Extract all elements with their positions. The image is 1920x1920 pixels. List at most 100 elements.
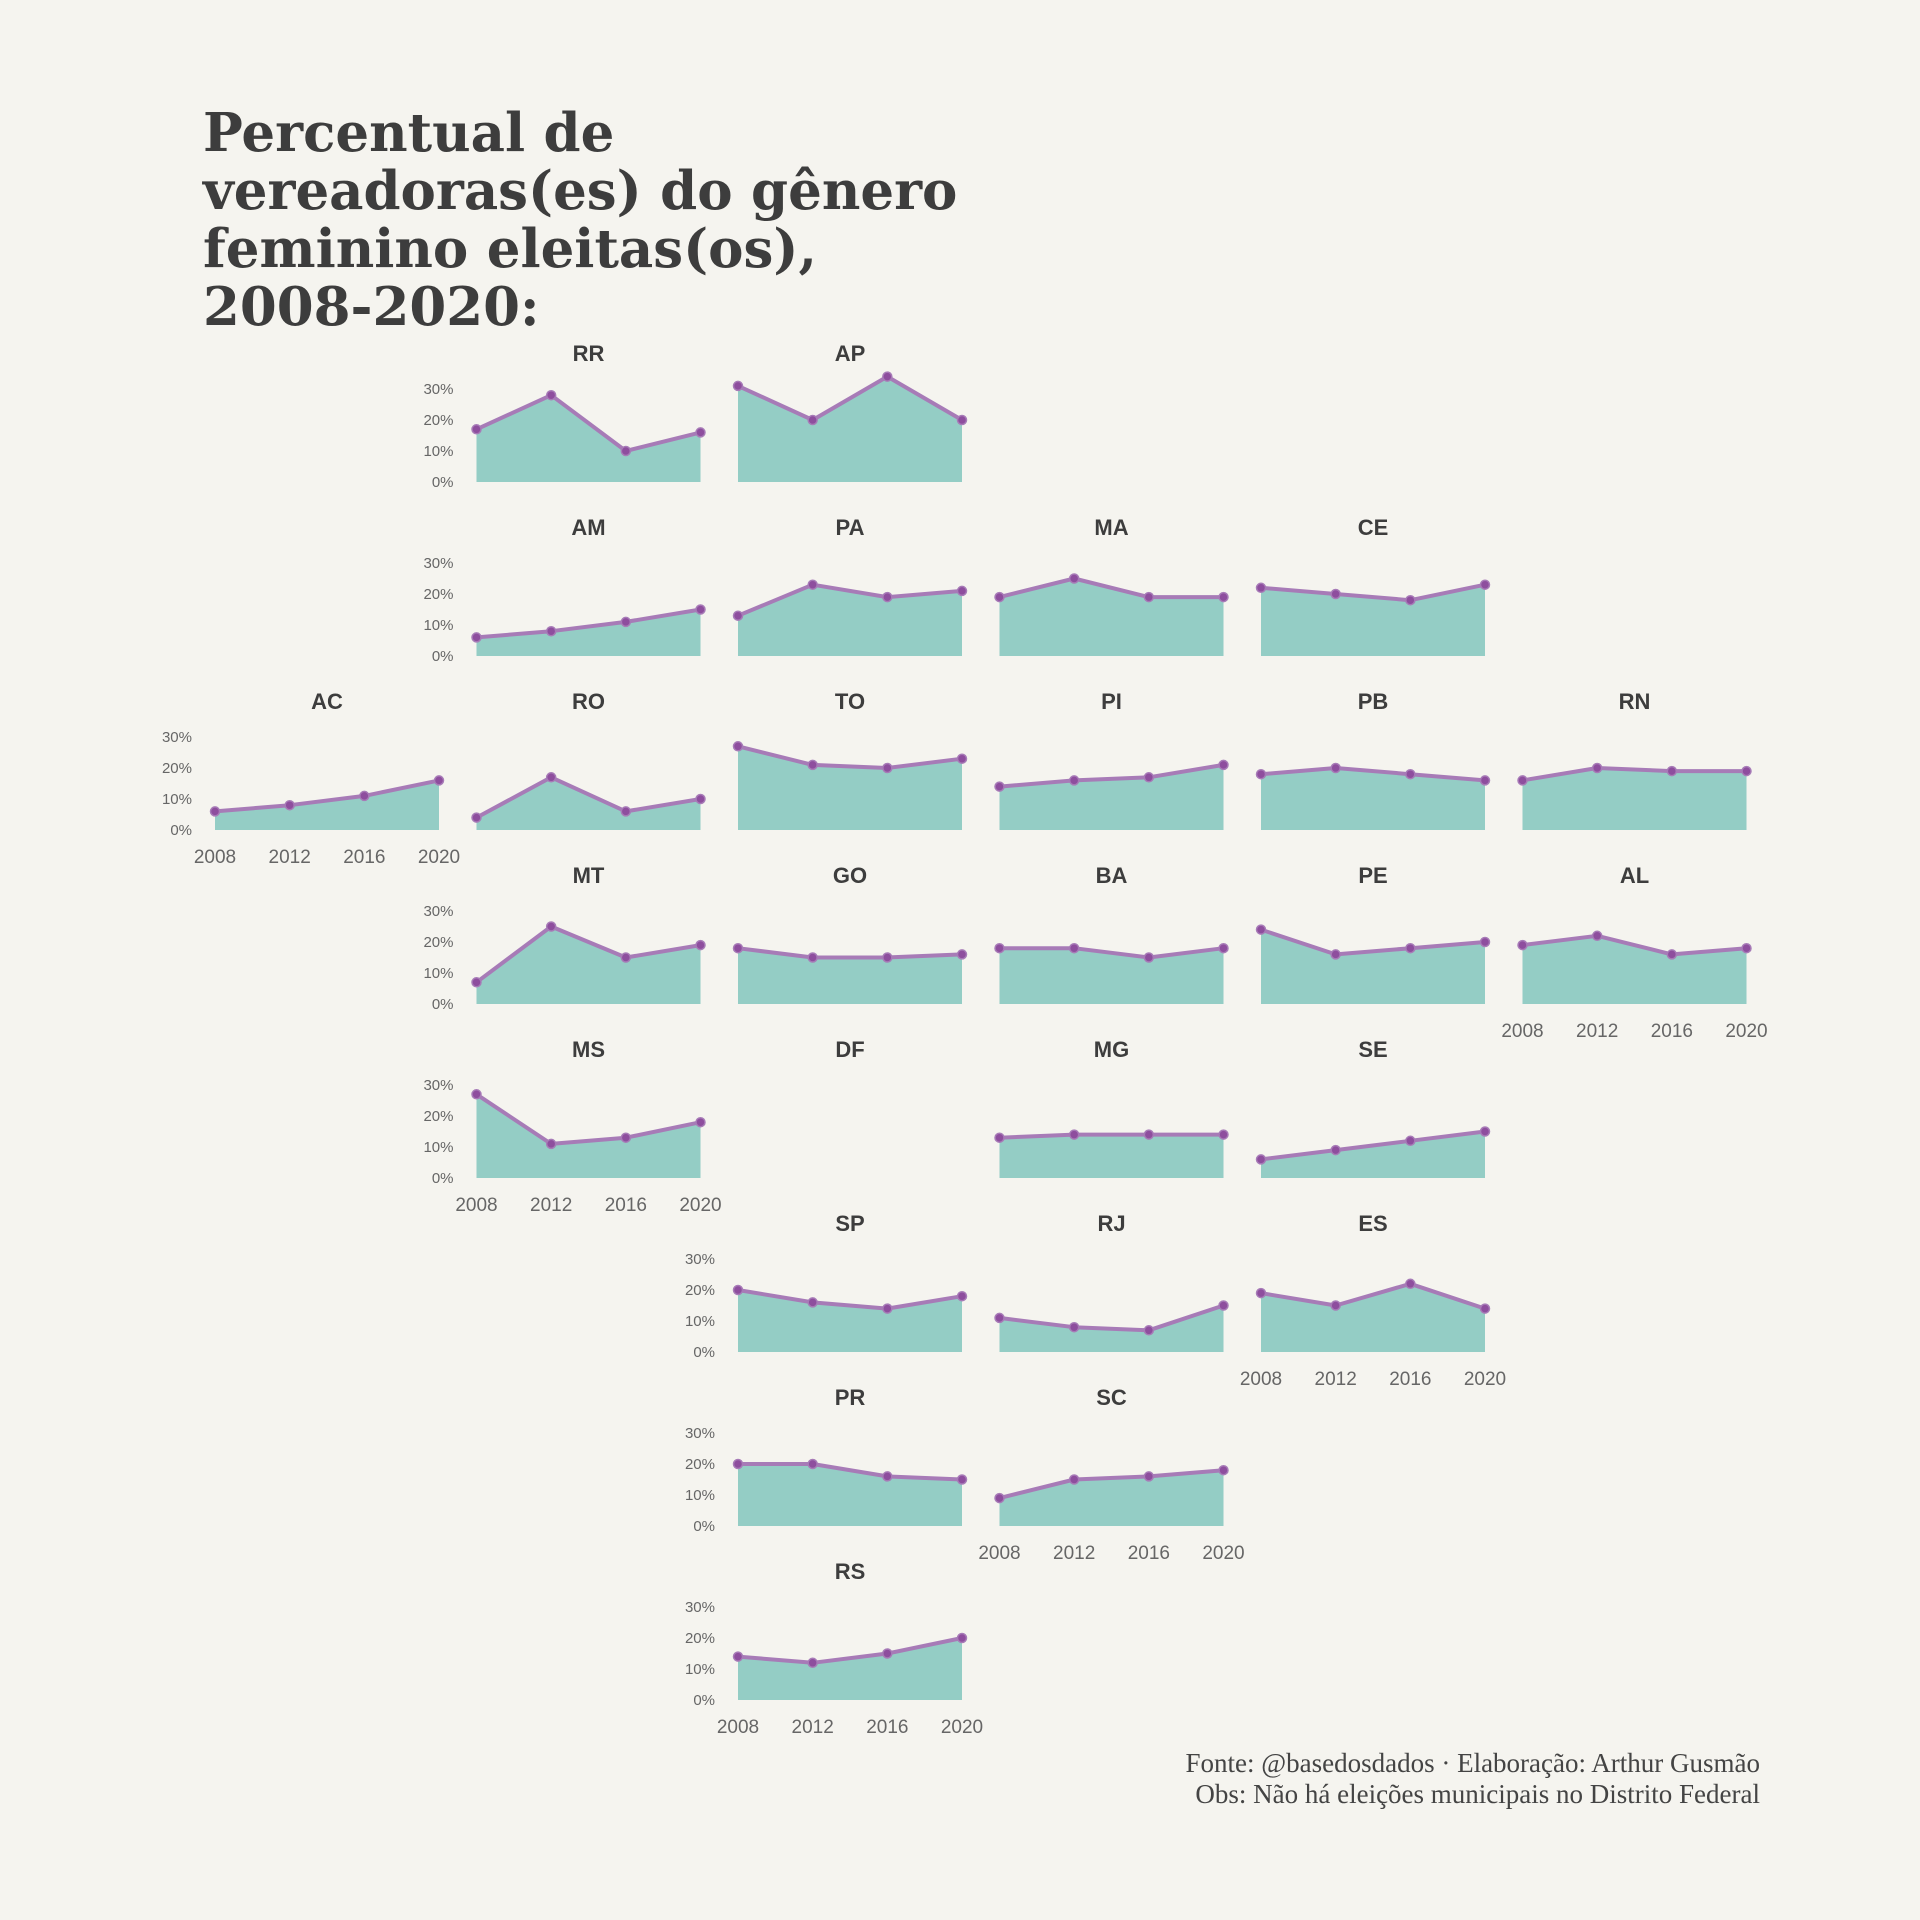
chart-title: Percentual de vereadoras(es) do gênero f… <box>203 104 963 336</box>
y-tick-label: 30% <box>162 729 192 746</box>
series-line <box>737 582 963 618</box>
panel-title: BA <box>1096 863 1128 888</box>
panel-title: PA <box>836 515 865 540</box>
data-point <box>1218 591 1229 603</box>
y-tick-label: 10% <box>685 1487 715 1504</box>
panel-pb: PB <box>1255 689 1491 830</box>
data-point <box>994 781 1005 792</box>
panel-title: PE <box>1358 863 1387 888</box>
panel-pa: PA <box>732 515 968 656</box>
data-point <box>882 1648 893 1659</box>
panel-title: PI <box>1101 689 1122 714</box>
y-tick-label: 30% <box>423 903 453 920</box>
data-point <box>1218 759 1229 771</box>
data-point <box>433 775 445 786</box>
x-tick-label: 2008 <box>978 1543 1020 1564</box>
data-point <box>695 939 706 951</box>
data-point <box>620 1132 632 1143</box>
data-point <box>1666 765 1678 777</box>
panel-ap: AP <box>732 341 968 482</box>
panel-ms: MS 0% 10% 20% 30% 2008 2012 2016 2020 <box>423 1037 721 1216</box>
panel-title: ES <box>1358 1211 1387 1236</box>
y-tick-label: 20% <box>162 760 192 777</box>
series-line <box>214 778 440 814</box>
panel-sc: SC 2008 2012 2016 2020 <box>978 1385 1244 1564</box>
caption: Fonte: @basedosdados · Elaboração: Arthu… <box>1186 1748 1761 1810</box>
data-point <box>732 1284 744 1296</box>
chart-title-line-1: Percentual de <box>203 102 615 164</box>
data-point <box>620 952 632 963</box>
chart-title-line-2: vereadoras(es) do gênero <box>203 160 958 222</box>
data-point <box>620 616 632 628</box>
panel-am: AM 0% 10% 20% 30% <box>423 515 706 665</box>
data-point <box>359 790 370 802</box>
data-point <box>471 1089 482 1100</box>
x-tick-label: 2012 <box>269 847 311 868</box>
data-point <box>1255 1154 1267 1165</box>
series-line <box>1522 766 1747 783</box>
y-tick-label: 10% <box>162 791 192 808</box>
data-point <box>545 389 557 401</box>
data-point <box>956 753 968 764</box>
panel-title: MS <box>572 1037 605 1062</box>
data-point <box>807 1458 818 1470</box>
area-fill <box>999 1470 1224 1526</box>
data-point <box>807 952 818 963</box>
x-tick-label: 2016 <box>1651 1021 1693 1042</box>
data-point <box>695 1116 706 1128</box>
y-tick-label: 20% <box>685 1456 715 1473</box>
data-point <box>807 759 818 771</box>
area-fill <box>738 746 962 830</box>
x-tick-label: 2016 <box>605 1195 647 1216</box>
x-tick-label: 2016 <box>1128 1543 1170 1564</box>
panel-title: MA <box>1094 515 1128 540</box>
panel-title: GO <box>833 863 867 888</box>
panel-title: CE <box>1358 515 1389 540</box>
data-point <box>1143 952 1155 963</box>
x-tick-label: 2020 <box>1725 1021 1767 1042</box>
data-point <box>545 1138 557 1150</box>
panel-rr: RR 0% 10% 20% 30% <box>423 341 706 491</box>
panel-title: DF <box>835 1037 864 1062</box>
data-point <box>1591 930 1603 942</box>
panel-title: RJ <box>1097 1211 1125 1236</box>
area-fill <box>1261 1283 1485 1352</box>
area-fill <box>738 948 962 1004</box>
x-tick-label: 2012 <box>1053 1543 1095 1564</box>
y-tick-label: 10% <box>685 1313 715 1330</box>
x-tick-label: 2020 <box>1202 1543 1244 1564</box>
data-point <box>1405 594 1416 606</box>
series-line <box>1260 582 1486 603</box>
data-point <box>807 414 818 426</box>
x-tick-label: 2020 <box>1464 1369 1506 1390</box>
data-point <box>620 806 632 817</box>
series-line <box>737 1636 963 1665</box>
y-tick-label: 20% <box>685 1282 715 1299</box>
panel-sp: SP 0% 10% 20% 30% <box>685 1211 968 1361</box>
panel-title: RR <box>573 341 605 366</box>
data-point <box>956 585 968 597</box>
data-point <box>1405 1278 1416 1290</box>
data-point <box>545 921 557 932</box>
data-point <box>732 741 744 752</box>
series-line <box>999 1303 1225 1333</box>
area-fill <box>1261 1131 1485 1178</box>
data-point <box>956 1632 968 1644</box>
series-line <box>476 607 701 640</box>
panel-rj: RJ <box>994 1211 1229 1352</box>
data-point <box>1330 762 1341 774</box>
panel-title: AC <box>311 689 343 714</box>
data-point <box>1405 1135 1416 1147</box>
x-tick-label: 2020 <box>679 1195 721 1216</box>
chart-title-line-3: feminino eleitas(os), <box>203 218 817 280</box>
source-text: Fonte: @basedosdados · Elaboração: Arthu… <box>1185 1748 1761 1778</box>
series-line <box>1522 933 1747 957</box>
series-line <box>1260 1281 1486 1311</box>
panel-title: RN <box>1619 689 1651 714</box>
data-point <box>1405 942 1416 954</box>
data-point <box>1068 1321 1080 1333</box>
data-point <box>1068 775 1080 786</box>
area-fill <box>1261 584 1485 656</box>
area-fill <box>476 1094 701 1178</box>
series-line <box>475 924 701 984</box>
